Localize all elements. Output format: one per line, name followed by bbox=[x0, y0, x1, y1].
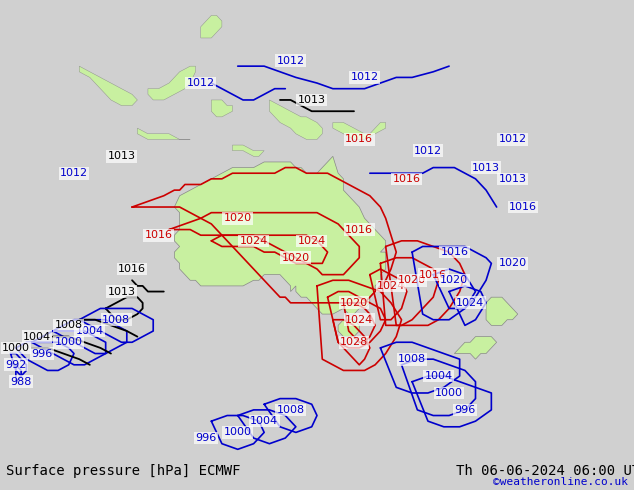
Text: 1016: 1016 bbox=[118, 264, 146, 274]
Text: 1013: 1013 bbox=[498, 174, 526, 184]
Text: 996: 996 bbox=[455, 405, 476, 415]
Text: 1020: 1020 bbox=[224, 213, 252, 223]
Text: 1024: 1024 bbox=[345, 315, 373, 325]
Text: 1016: 1016 bbox=[145, 230, 172, 240]
Polygon shape bbox=[486, 297, 518, 325]
Text: 1000: 1000 bbox=[55, 337, 82, 347]
Text: 1028: 1028 bbox=[340, 337, 368, 347]
Polygon shape bbox=[148, 66, 195, 100]
Polygon shape bbox=[138, 128, 190, 140]
Text: 996: 996 bbox=[195, 433, 217, 443]
Polygon shape bbox=[233, 145, 264, 156]
Text: 1008: 1008 bbox=[55, 320, 83, 330]
Text: 1016: 1016 bbox=[346, 224, 373, 235]
Text: 1012: 1012 bbox=[60, 168, 88, 178]
Text: 1020: 1020 bbox=[440, 275, 469, 285]
Text: 1013: 1013 bbox=[108, 151, 136, 161]
Text: 1000: 1000 bbox=[224, 427, 252, 438]
Polygon shape bbox=[201, 15, 222, 38]
Text: 1000: 1000 bbox=[435, 388, 463, 398]
Text: ©weatheronline.co.uk: ©weatheronline.co.uk bbox=[493, 477, 628, 487]
Text: 1000: 1000 bbox=[2, 343, 30, 353]
Polygon shape bbox=[455, 337, 496, 359]
Text: 1020: 1020 bbox=[398, 275, 426, 285]
Text: 1004: 1004 bbox=[75, 326, 104, 336]
Text: 1012: 1012 bbox=[186, 78, 215, 88]
Text: 1012: 1012 bbox=[498, 134, 527, 145]
Text: 1012: 1012 bbox=[276, 55, 305, 66]
Polygon shape bbox=[174, 156, 385, 314]
Text: 1024: 1024 bbox=[240, 236, 268, 246]
Text: 1013: 1013 bbox=[108, 287, 136, 296]
Text: 988: 988 bbox=[10, 377, 32, 387]
Text: 996: 996 bbox=[32, 348, 53, 359]
Text: 1012: 1012 bbox=[414, 146, 442, 156]
Text: 1020: 1020 bbox=[281, 253, 310, 263]
Text: 1013: 1013 bbox=[298, 95, 326, 105]
Text: 1016: 1016 bbox=[393, 174, 421, 184]
Text: 1013: 1013 bbox=[472, 163, 500, 172]
Text: 1004: 1004 bbox=[23, 332, 51, 342]
Text: 1004: 1004 bbox=[424, 371, 453, 381]
Text: 1016: 1016 bbox=[346, 134, 373, 145]
Text: 1016: 1016 bbox=[419, 270, 447, 280]
Text: 1008: 1008 bbox=[102, 315, 131, 325]
Text: 1012: 1012 bbox=[351, 73, 378, 82]
Text: 992: 992 bbox=[5, 360, 27, 370]
Polygon shape bbox=[333, 122, 385, 140]
Text: 1024: 1024 bbox=[377, 281, 405, 291]
Text: 1020: 1020 bbox=[340, 298, 368, 308]
Text: 1008: 1008 bbox=[276, 405, 305, 415]
Text: 1004: 1004 bbox=[250, 416, 278, 426]
Polygon shape bbox=[269, 100, 322, 140]
Text: 1024: 1024 bbox=[456, 298, 484, 308]
Text: Surface pressure [hPa] ECMWF: Surface pressure [hPa] ECMWF bbox=[6, 464, 241, 478]
Text: 1020: 1020 bbox=[498, 258, 527, 269]
Text: 1024: 1024 bbox=[297, 236, 326, 246]
Polygon shape bbox=[338, 320, 359, 337]
Text: 1016: 1016 bbox=[509, 202, 537, 212]
Polygon shape bbox=[211, 100, 233, 117]
Text: Th 06-06-2024 06:00 UTC (06+00): Th 06-06-2024 06:00 UTC (06+00) bbox=[456, 464, 634, 478]
Polygon shape bbox=[79, 66, 138, 106]
Text: 1008: 1008 bbox=[398, 354, 426, 364]
Text: 1016: 1016 bbox=[441, 247, 469, 257]
